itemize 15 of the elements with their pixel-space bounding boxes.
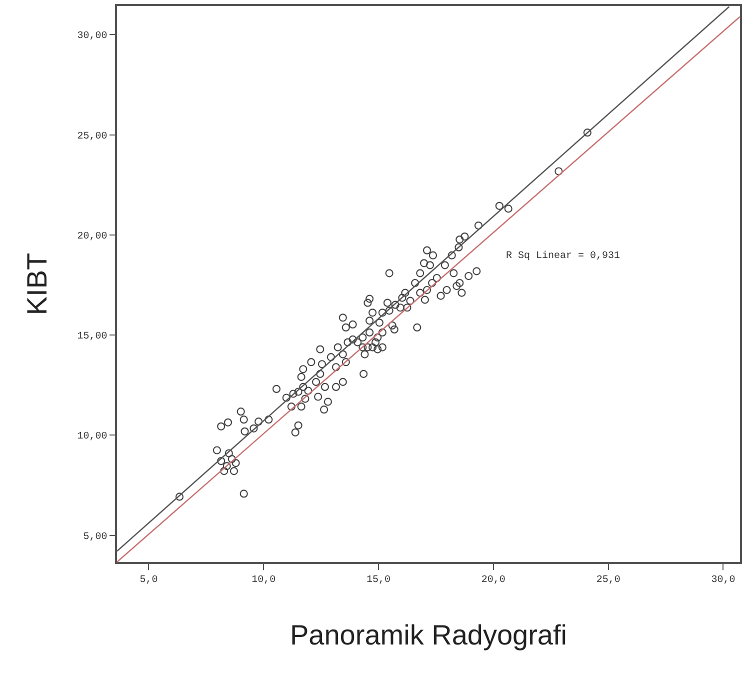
x-tick-label: 10,0	[252, 574, 276, 586]
y-tick-label: 15,00	[77, 332, 108, 343]
y-tick-label: 30,00	[77, 31, 108, 42]
x-tick-label: 5,0	[140, 574, 158, 586]
y-axis-title: KIBT	[21, 252, 52, 316]
annotation: R Sq Linear = 0,931	[506, 250, 620, 262]
y-tick-label: 20,00	[77, 231, 108, 242]
x-axis-title: Panoramik Radyografi	[290, 619, 568, 650]
x-tick-label: 25,0	[596, 574, 620, 586]
y-tick-label: 5,00	[83, 532, 108, 543]
x-tick-label: 15,0	[366, 574, 391, 586]
y-tick-label: 25,00	[77, 131, 108, 142]
x-tick-label: 20,0	[481, 574, 506, 586]
y-tick-label: 10,00	[77, 432, 108, 443]
x-tick-label: 30,0	[711, 574, 736, 586]
